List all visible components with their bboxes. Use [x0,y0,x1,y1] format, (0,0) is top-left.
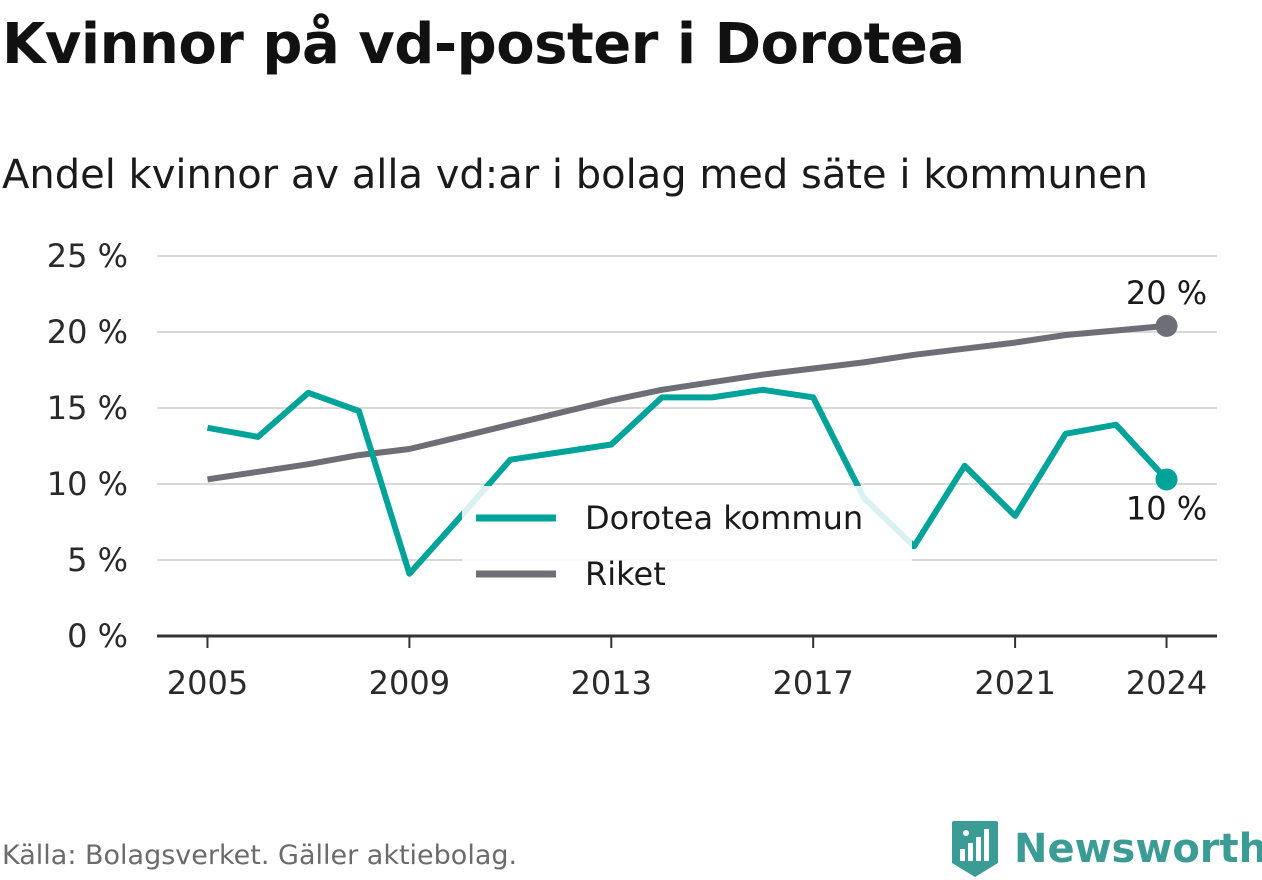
y-tick-label: 20 % [47,313,128,351]
x-tick-label: 2005 [167,664,248,702]
y-tick-label: 15 % [47,389,128,427]
legend-label: Riket [585,555,666,593]
brand-name: Newsworthy [1014,826,1262,872]
end-label-riket: 20 % [1126,274,1207,312]
y-tick-label: 10 % [47,465,128,503]
line-chart: 0 % 5 % 10 % 15 % 20 % 25 % 2005 2009 2013 2017 20… [47,237,1217,702]
series-end-point-riket [1155,314,1178,337]
x-tick-label: 2021 [974,664,1055,702]
x-tick-label: 2013 [571,664,652,702]
y-tick-label: 5 % [67,541,128,579]
x-tick-label: 2009 [369,664,450,702]
chart-title: Kvinnor på vd-poster i Dorotea [2,12,965,77]
legend-box [462,486,912,598]
source-note: Källa: Bolagsverket. Gäller aktiebolag. [2,840,518,871]
legend-label: Dorotea kommun [585,499,863,537]
brand-logo: Newsworthy [950,818,1262,880]
y-tick-label: 25 % [47,237,128,275]
series-line-dorotea [206,386,1169,577]
series-line-riket [207,322,1167,483]
series-end-point-dorotea [1155,468,1178,491]
bar-chart-badge-icon [952,821,998,877]
chart-subtitle: Andel kvinnor av alla vd:ar i bolag med … [2,152,1148,198]
x-tick-label: 2024 [1126,664,1207,702]
y-tick-label: 0 % [67,617,128,655]
x-tick-label: 2017 [772,664,853,702]
end-label-dorotea: 10 % [1126,489,1207,527]
